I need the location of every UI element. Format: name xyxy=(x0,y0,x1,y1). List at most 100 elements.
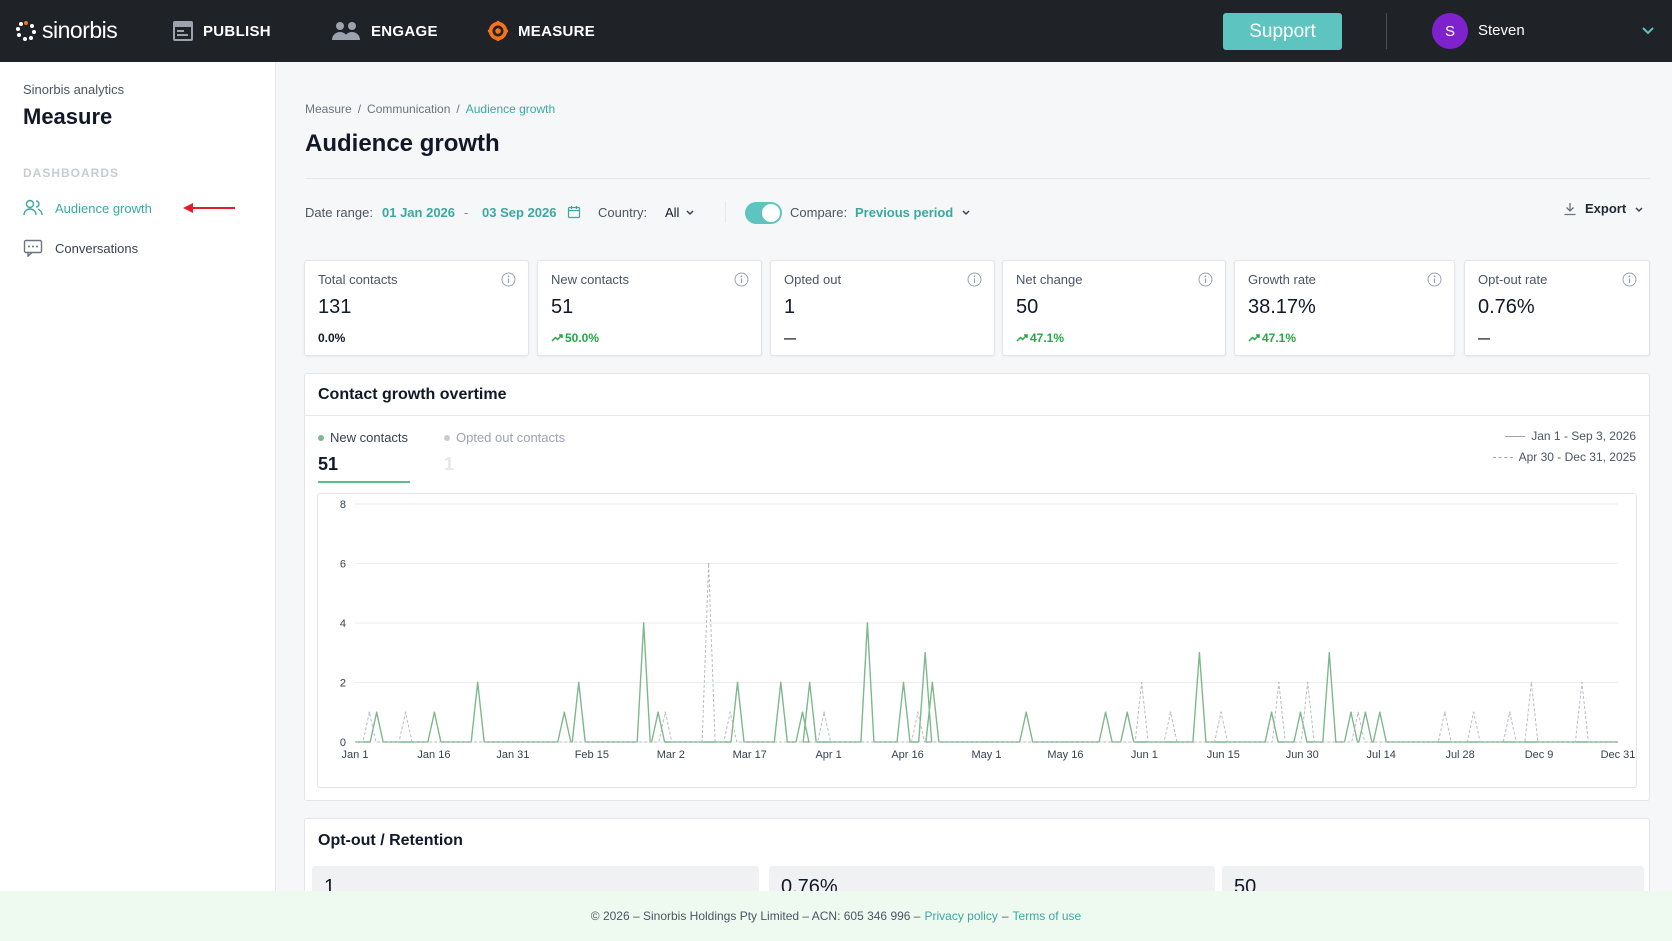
stat-card-opted-out: Opted out 1 — xyxy=(770,260,995,356)
chart-svg: 0 2 4 6 8 Jan 1 Jan 16 Jan 31 Feb 15 Mar 2 Mar 17 A… xyxy=(340,499,1636,761)
series-point xyxy=(657,711,659,714)
info-icon[interactable] xyxy=(734,272,749,287)
legend-dot-icon xyxy=(444,434,450,441)
sidebar-item-audience-growth[interactable]: Audience growth xyxy=(23,199,152,217)
stat-change-value: 47.1% xyxy=(1030,331,1065,345)
y-tick-label: 2 xyxy=(340,678,346,690)
stat-card-total-contacts: Total contacts 131 0.0% xyxy=(304,260,529,356)
download-icon xyxy=(1564,202,1576,215)
stat-card-net-change: Net change 50 47.1% xyxy=(1002,260,1226,356)
compare-label: Compare: xyxy=(790,204,848,220)
breadcrumb-separator: / xyxy=(456,102,460,116)
top-navbar: sinorbis PUBLISH ENGAGE MEASURE Support … xyxy=(0,0,1672,62)
stat-change-value: — xyxy=(1478,331,1490,345)
date-from[interactable]: 01 Jan 2026 xyxy=(382,204,456,220)
compare-value: Previous period xyxy=(855,204,954,220)
user-name[interactable]: Steven xyxy=(1478,22,1525,39)
period-previous-label: Apr 30 - Dec 31, 2025 xyxy=(1518,450,1636,464)
optout-retention-panel: Opt-out / Retention 1 0.76% 50 xyxy=(304,818,1650,898)
stat-card-new-contacts: New contacts 51 50.0% xyxy=(537,260,762,356)
chevron-down-icon[interactable] xyxy=(1640,22,1656,38)
trend-up-icon xyxy=(551,334,563,342)
new-contacts-total: 51 xyxy=(318,454,339,474)
x-tick-label: Dec 31 xyxy=(1601,749,1636,761)
nav-measure-label: MEASURE xyxy=(518,22,596,40)
series-point xyxy=(1357,711,1359,714)
chevron-down-icon xyxy=(686,210,694,216)
title-divider xyxy=(305,178,1650,179)
stat-label: Growth rate xyxy=(1248,272,1316,287)
info-icon[interactable] xyxy=(501,272,516,287)
series-point xyxy=(902,681,905,684)
terms-of-use-link[interactable]: Terms of use xyxy=(1012,909,1082,923)
stat-change-value: 0.0% xyxy=(318,331,346,345)
info-icon[interactable] xyxy=(1622,272,1637,287)
legend-opted-out[interactable]: Opted out contacts xyxy=(444,430,565,445)
stat-change: — xyxy=(1478,331,1490,345)
series-point xyxy=(1299,711,1302,714)
footer-separator: – xyxy=(1001,909,1009,923)
series-point xyxy=(1140,681,1143,684)
breadcrumb-measure[interactable]: Measure xyxy=(305,102,352,116)
opted-out-total: 1 xyxy=(444,454,455,474)
country-select[interactable]: All xyxy=(665,200,695,224)
info-icon[interactable] xyxy=(967,272,982,287)
stat-change-value: — xyxy=(784,331,796,345)
privacy-policy-link[interactable]: Privacy policy xyxy=(924,909,998,923)
series-point xyxy=(368,711,371,714)
trend-up-icon xyxy=(1248,334,1260,342)
compare-toggle[interactable] xyxy=(745,201,782,225)
sidebar-title: Measure xyxy=(23,104,113,129)
series-point xyxy=(1169,711,1172,714)
nav-measure[interactable]: MEASURE xyxy=(486,20,595,42)
series-point xyxy=(1379,711,1381,714)
series-point xyxy=(808,681,811,684)
date-to[interactable]: 03 Sep 2026 xyxy=(482,204,557,220)
series-point xyxy=(1443,711,1446,714)
country-value: All xyxy=(665,204,680,220)
info-icon[interactable] xyxy=(1198,272,1213,287)
legend-label: New contacts xyxy=(330,430,409,445)
series-point xyxy=(736,681,739,684)
stat-value: 50 xyxy=(1016,296,1039,318)
x-tick-label: Jul 14 xyxy=(1367,749,1396,761)
nav-publish[interactable]: PUBLISH xyxy=(171,20,271,42)
series-point xyxy=(1270,711,1273,714)
series-point xyxy=(664,711,667,714)
legend-new-contacts[interactable]: New contacts xyxy=(318,430,408,445)
avatar[interactable]: S xyxy=(1432,13,1468,49)
stat-change: 47.1% xyxy=(1016,331,1064,345)
info-icon[interactable] xyxy=(1427,272,1442,287)
chevron-down-icon xyxy=(962,210,970,216)
x-tick-label: Dec 9 xyxy=(1525,749,1554,761)
y-tick-label: 0 xyxy=(340,737,346,749)
engage-icon xyxy=(332,22,360,40)
calendar-icon[interactable] xyxy=(567,205,581,219)
series-point xyxy=(823,711,825,714)
series-point xyxy=(1328,651,1331,654)
solid-line-icon xyxy=(1505,435,1526,437)
export-button[interactable]: Export xyxy=(1563,201,1644,216)
breadcrumb-communication[interactable]: Communication xyxy=(367,102,451,116)
stat-value: 131 xyxy=(318,296,352,318)
support-button[interactable]: Support xyxy=(1223,13,1342,50)
sidebar-item-conversations[interactable]: Conversations xyxy=(23,239,138,257)
nav-engage[interactable]: ENGAGE xyxy=(329,20,438,42)
x-tick-label: Apr 1 xyxy=(815,749,841,761)
x-tick-label: Feb 15 xyxy=(575,749,609,761)
logo-text: sinorbis xyxy=(42,17,118,43)
panel-title: Contact growth overtime xyxy=(318,386,507,403)
sidebar-subtitle: Sinorbis analytics xyxy=(23,82,125,97)
stat-change: — xyxy=(784,331,796,345)
chat-icon xyxy=(23,239,43,257)
series-point xyxy=(866,622,869,624)
stat-change: 47.1% xyxy=(1248,331,1296,345)
users-icon xyxy=(23,199,43,216)
legend-label: Opted out contacts xyxy=(456,430,566,445)
nav-divider xyxy=(1386,13,1387,49)
breadcrumb-separator: / xyxy=(357,102,362,116)
panel-title: Opt-out / Retention xyxy=(318,832,463,849)
series-point xyxy=(1104,711,1107,714)
compare-select[interactable]: Previous period xyxy=(855,200,971,224)
sinorbis-logo[interactable]: sinorbis xyxy=(16,17,118,44)
